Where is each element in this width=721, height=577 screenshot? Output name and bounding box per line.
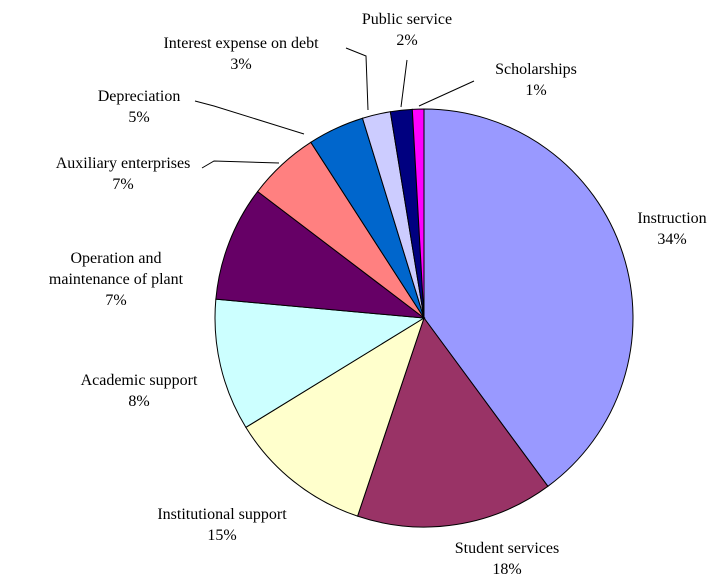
slice-label: Student services	[455, 540, 559, 557]
slice-labels: Instruction 34% Student services 18% Institu…	[49, 11, 707, 577]
leader-line	[418, 80, 475, 107]
slice-label: Depreciation	[98, 88, 181, 105]
leader-line	[194, 100, 305, 135]
slice-label: Auxiliary enterprises	[56, 155, 191, 172]
slice-percent-label: 18%	[492, 561, 521, 577]
leader-line	[201, 160, 280, 169]
slice-label: Scholarships	[495, 61, 577, 78]
pie-slice-student-services	[356, 316, 549, 528]
slice-label: maintenance of plant	[49, 271, 184, 288]
pie-slice-institutional-support	[245, 316, 425, 517]
slice-percent-label: 7%	[112, 176, 133, 193]
slice-percent-label: 1%	[525, 82, 546, 99]
slice-percent-label: 2%	[396, 32, 417, 49]
pie-slice-operation-and-maintenance-of-plant	[215, 190, 426, 319]
slice-label: Interest expense on debt	[163, 35, 319, 52]
slice-label: Public service	[362, 11, 452, 28]
slice-percent-label: 15%	[207, 527, 236, 544]
slice-percent-label: 8%	[128, 393, 149, 410]
pie-slices	[214, 108, 634, 528]
slice-label: Institutional support	[157, 506, 287, 523]
slice-label: Instruction	[637, 210, 706, 227]
slice-percent-label: 34%	[657, 231, 686, 248]
slice-label: Academic support	[81, 372, 198, 389]
leader-line	[400, 59, 408, 108]
pie-slice-academic-support	[214, 298, 426, 429]
leader-line	[345, 47, 369, 111]
slice-label: Operation and	[70, 250, 161, 267]
pie-slice-scholarships	[411, 108, 425, 319]
slice-percent-label: 3%	[230, 56, 251, 73]
leader-lines	[194, 47, 475, 169]
slice-percent-label: 5%	[128, 109, 149, 126]
slice-percent-label: 7%	[105, 292, 126, 309]
pie-slice-instruction	[423, 108, 634, 488]
